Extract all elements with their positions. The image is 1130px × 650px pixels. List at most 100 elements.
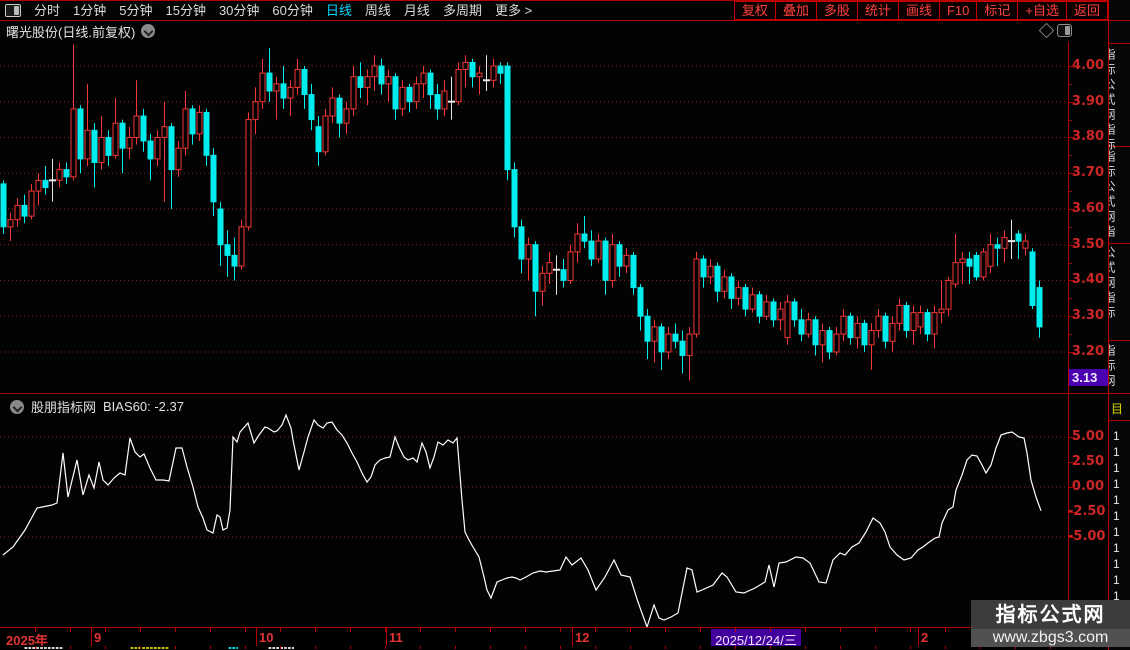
price-tick bbox=[1069, 102, 1075, 103]
candle bbox=[399, 80, 406, 117]
toolbar-button-2[interactable]: 叠加 bbox=[774, 1, 817, 20]
strip-separator bbox=[1109, 420, 1130, 421]
panel-divider[interactable] bbox=[0, 393, 1108, 394]
axis-tick bbox=[595, 628, 596, 632]
strip-separator bbox=[1109, 43, 1130, 44]
strip-separator bbox=[1109, 393, 1130, 394]
candle bbox=[315, 116, 322, 167]
price-minor-tick bbox=[1069, 227, 1072, 228]
axis-border bbox=[1068, 42, 1069, 646]
period-tab-7[interactable]: 日线 bbox=[325, 3, 352, 18]
month-label: 10 bbox=[259, 630, 274, 645]
toolbar-button-4[interactable]: 统计 bbox=[856, 1, 899, 20]
axis-tick bbox=[945, 628, 946, 632]
price-minor-tick bbox=[1069, 298, 1072, 299]
axis-tick bbox=[455, 628, 456, 632]
candle bbox=[805, 312, 812, 338]
candle bbox=[406, 83, 413, 113]
candle bbox=[735, 280, 742, 306]
candle bbox=[609, 233, 616, 288]
candle bbox=[112, 98, 119, 159]
candle bbox=[665, 326, 672, 360]
date-axis: 2025年 2025/12/24/三 9 10 11 12 2 bbox=[0, 627, 1108, 650]
cropped-vertical-text: 指标公式网指 bbox=[1108, 150, 1116, 240]
layout-icon[interactable] bbox=[5, 4, 21, 17]
toolbar-button-9[interactable]: 返回 bbox=[1065, 1, 1108, 20]
axis-tick bbox=[665, 628, 666, 632]
candle bbox=[455, 62, 462, 106]
axis-tick bbox=[210, 628, 211, 632]
period-tab-2[interactable]: 1分钟 bbox=[73, 3, 107, 18]
price-tick-label: 3.70 bbox=[1071, 165, 1104, 180]
candle bbox=[840, 309, 847, 342]
candle bbox=[651, 319, 658, 363]
candle bbox=[1036, 280, 1043, 338]
candle bbox=[238, 219, 245, 270]
cropped-vertical-text: 指标网 bbox=[1108, 344, 1116, 389]
bias-indicator-chart[interactable] bbox=[0, 394, 1068, 627]
candle bbox=[7, 212, 14, 242]
price-minor-tick bbox=[1069, 263, 1072, 264]
candlestick-chart[interactable] bbox=[0, 42, 1068, 393]
indicator-tick bbox=[1069, 537, 1075, 538]
axis-tick bbox=[280, 628, 281, 632]
period-tab-11[interactable]: 更多 > bbox=[494, 3, 533, 18]
top-border bbox=[0, 0, 1130, 1]
indicator-tick bbox=[1069, 487, 1075, 488]
period-tab-10[interactable]: 多周期 bbox=[442, 3, 482, 18]
month-separator bbox=[386, 628, 387, 647]
candle bbox=[1022, 233, 1029, 256]
toolbar-button-3[interactable]: 多股 bbox=[815, 1, 858, 20]
price-tick-label: 3.20 bbox=[1071, 344, 1104, 359]
toolbar-button-7[interactable]: 标记 bbox=[976, 1, 1019, 20]
indicator-header: 股朋指标网 BIAS60: -2.37 bbox=[4, 397, 184, 416]
candle bbox=[420, 65, 427, 99]
candle bbox=[532, 241, 539, 317]
period-tab-8[interactable]: 周线 bbox=[364, 3, 391, 18]
axis-tick bbox=[175, 646, 176, 649]
price-tick bbox=[1069, 352, 1075, 353]
toolbar-button-8[interactable]: +自选 bbox=[1017, 1, 1067, 20]
candle bbox=[679, 330, 686, 374]
toolbar-button-1[interactable]: 复权 bbox=[733, 1, 776, 20]
candle bbox=[203, 108, 210, 167]
candle bbox=[175, 141, 182, 177]
chevron-down-icon[interactable] bbox=[10, 399, 24, 414]
toolbar-button-5[interactable]: 画线 bbox=[897, 1, 940, 20]
candle bbox=[476, 65, 483, 95]
candle bbox=[511, 162, 518, 238]
candle bbox=[938, 280, 945, 324]
panel-toggle-icon[interactable] bbox=[1057, 24, 1072, 37]
period-tab-6[interactable]: 60分钟 bbox=[272, 3, 313, 18]
candle bbox=[392, 73, 399, 120]
axis-tick bbox=[770, 628, 771, 632]
candle bbox=[875, 309, 882, 338]
candle bbox=[567, 244, 574, 285]
period-tab-4[interactable]: 15分钟 bbox=[165, 3, 206, 18]
candle bbox=[91, 123, 98, 188]
period-tab-5[interactable]: 30分钟 bbox=[218, 3, 260, 18]
axis-tick bbox=[420, 646, 421, 649]
period-tab-1[interactable]: 分时 bbox=[34, 3, 61, 18]
candle bbox=[504, 62, 511, 181]
price-tick-label: 3.60 bbox=[1071, 201, 1104, 216]
period-tab-3[interactable]: 5分钟 bbox=[119, 3, 153, 18]
candle bbox=[658, 323, 665, 370]
candle bbox=[343, 101, 350, 134]
axis-tick bbox=[945, 646, 946, 649]
toolbar-button-6[interactable]: F10 bbox=[938, 1, 978, 20]
cropped-side-panel: 指标公式网指标 指标公式网指 公式网指标 指标网目 1 1 1 1 1 1 1 1 1 … bbox=[1108, 0, 1130, 650]
candle bbox=[539, 266, 546, 306]
axis-tick bbox=[420, 628, 421, 632]
cropped-text-fragment: ▪▪▪▪▪▪▪▪▪▪ bbox=[24, 647, 94, 650]
indicator-tick-label: -2.50 bbox=[1068, 504, 1106, 519]
candle bbox=[833, 326, 840, 356]
axis-tick bbox=[280, 646, 281, 649]
chevron-down-icon[interactable] bbox=[141, 24, 156, 38]
watermark-url: www.zbgs3.com bbox=[971, 629, 1130, 647]
chart-titlebar: 曙光股份(日线.前复权) bbox=[0, 21, 1068, 41]
period-tab-9[interactable]: 月线 bbox=[403, 3, 430, 18]
candle bbox=[721, 269, 728, 299]
candle bbox=[273, 76, 280, 120]
candle bbox=[483, 55, 490, 91]
